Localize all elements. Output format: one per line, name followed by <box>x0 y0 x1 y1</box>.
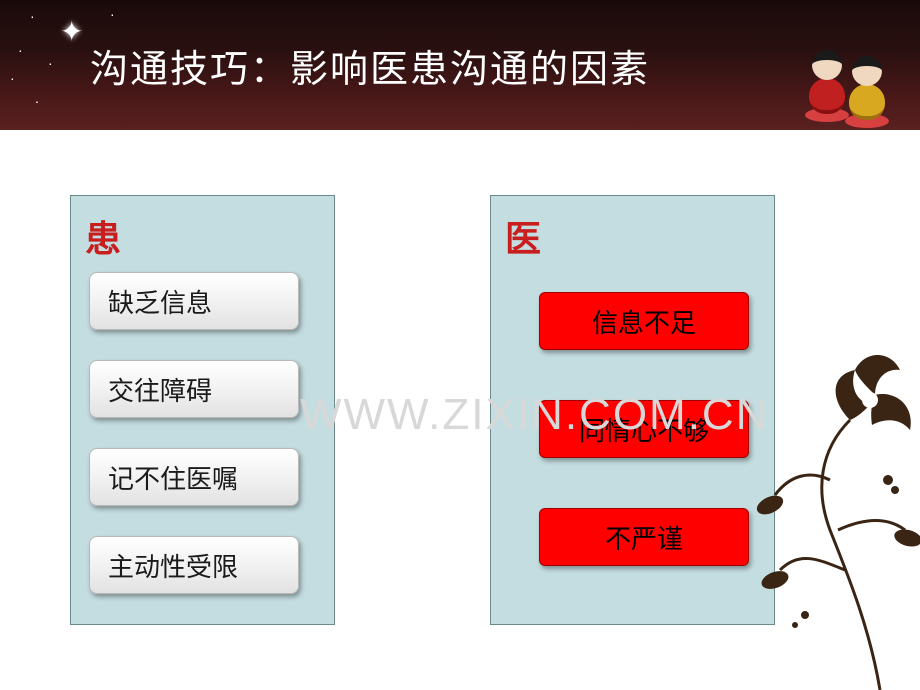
item-text: 主动性受限 <box>108 547 238 584</box>
item-text: 记不住医嘱 <box>108 459 238 496</box>
patient-items: 缺乏信息 交往障碍 记不住医嘱 主动性受限 <box>89 272 316 594</box>
sparkle-icon: · <box>30 8 35 24</box>
doctor-item: 同情心不够 <box>539 400 749 458</box>
flower-decoration-icon <box>720 330 920 690</box>
patient-item: 交往障碍 <box>89 360 299 418</box>
item-text: 缺乏信息 <box>108 283 212 320</box>
item-text: 同情心不够 <box>579 411 709 448</box>
item-text: 信息不足 <box>592 303 696 340</box>
sparkle-icon: · <box>110 6 115 22</box>
doctor-item: 不严谨 <box>539 508 749 566</box>
patient-panel-label: 患 <box>85 210 316 262</box>
doll-icon <box>845 56 889 126</box>
doll-icon <box>805 50 849 120</box>
sparkle-icon: · <box>48 55 53 71</box>
slide-header: · · · · · . 沟通技巧：影响医患沟通的因素 <box>0 0 920 130</box>
sparkle-icon: · <box>10 70 15 86</box>
doctor-item: 信息不足 <box>539 292 749 350</box>
patient-item: 主动性受限 <box>89 536 299 594</box>
slide-content: WWW.ZIXIN.COM.CN 患 缺乏信息 交往障碍 记不住医嘱 主动性受限… <box>0 130 920 690</box>
sparkle-icon: . <box>35 90 39 106</box>
sparkle-big-icon <box>60 15 86 41</box>
doctor-panel-label: 医 <box>505 210 756 262</box>
patient-item: 记不住医嘱 <box>89 448 299 506</box>
item-text: 交往障碍 <box>108 371 212 408</box>
item-text: 不严谨 <box>605 519 683 556</box>
patient-item: 缺乏信息 <box>89 272 299 330</box>
doctor-items: 信息不足 同情心不够 不严谨 <box>509 292 756 566</box>
dolls-decoration <box>805 40 895 140</box>
patient-panel: 患 缺乏信息 交往障碍 记不住医嘱 主动性受限 <box>70 195 335 625</box>
sparkle-icon: · <box>18 42 23 58</box>
slide-title: 沟通技巧：影响医患沟通的因素 <box>90 38 650 93</box>
